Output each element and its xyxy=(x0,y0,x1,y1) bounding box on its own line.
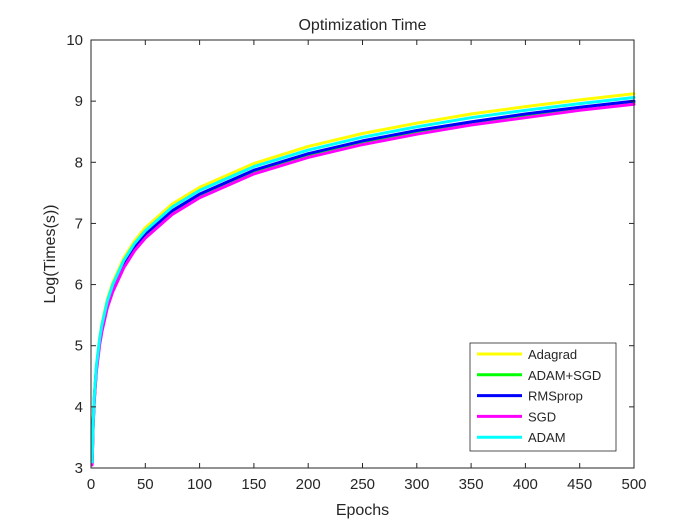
series-line-adam xyxy=(90,96,636,464)
y-tick-label: 10 xyxy=(66,32,83,49)
x-tick-label: 100 xyxy=(187,476,212,493)
y-tick-label: 7 xyxy=(75,215,83,232)
y-tick-label: 4 xyxy=(75,399,83,416)
y-tick-label: 3 xyxy=(75,460,83,477)
x-tick-label: 50 xyxy=(137,476,154,493)
legend-label-adam: ADAM xyxy=(528,430,566,445)
x-tick-label: 150 xyxy=(241,476,266,493)
axes-box xyxy=(90,39,635,469)
y-tick-label: 9 xyxy=(75,93,83,110)
x-tick-label: 450 xyxy=(567,476,592,493)
legend: Adagrad ADAM+SGD RMSprop SGD ADAM xyxy=(469,342,617,452)
x-axis-label: Epochs xyxy=(336,502,389,519)
y-tick-label: 6 xyxy=(75,277,83,294)
x-tick-label: 200 xyxy=(296,476,321,493)
x-tick-label: 400 xyxy=(513,476,538,493)
legend-items: Adagrad ADAM+SGD RMSprop SGD ADAM xyxy=(477,347,601,445)
x-tick-label: 250 xyxy=(350,476,375,493)
legend-label-sgd: SGD xyxy=(528,409,556,424)
y-tick-label: 5 xyxy=(75,338,83,355)
series-layer xyxy=(90,92,636,467)
x-tick-label: 500 xyxy=(621,476,646,493)
x-tick-label: 350 xyxy=(459,476,484,493)
y-axis-label: Log(Times(s)) xyxy=(42,205,59,304)
chart-title: Optimization Time xyxy=(298,17,426,34)
x-tick-label: 0 xyxy=(87,476,95,493)
legend-label-rmsprop: RMSprop xyxy=(528,389,583,404)
x-tick-label: 300 xyxy=(404,476,429,493)
legend-label-adagrad: Adagrad xyxy=(528,347,577,362)
y-tick-label: 8 xyxy=(75,154,83,171)
tick-layer: 0 50 100 150 200 250 300 350 400 450 500 3 4 5 6 7 8 9 10 xyxy=(66,32,646,493)
legend-label-adam-sgd: ADAM+SGD xyxy=(528,368,601,383)
